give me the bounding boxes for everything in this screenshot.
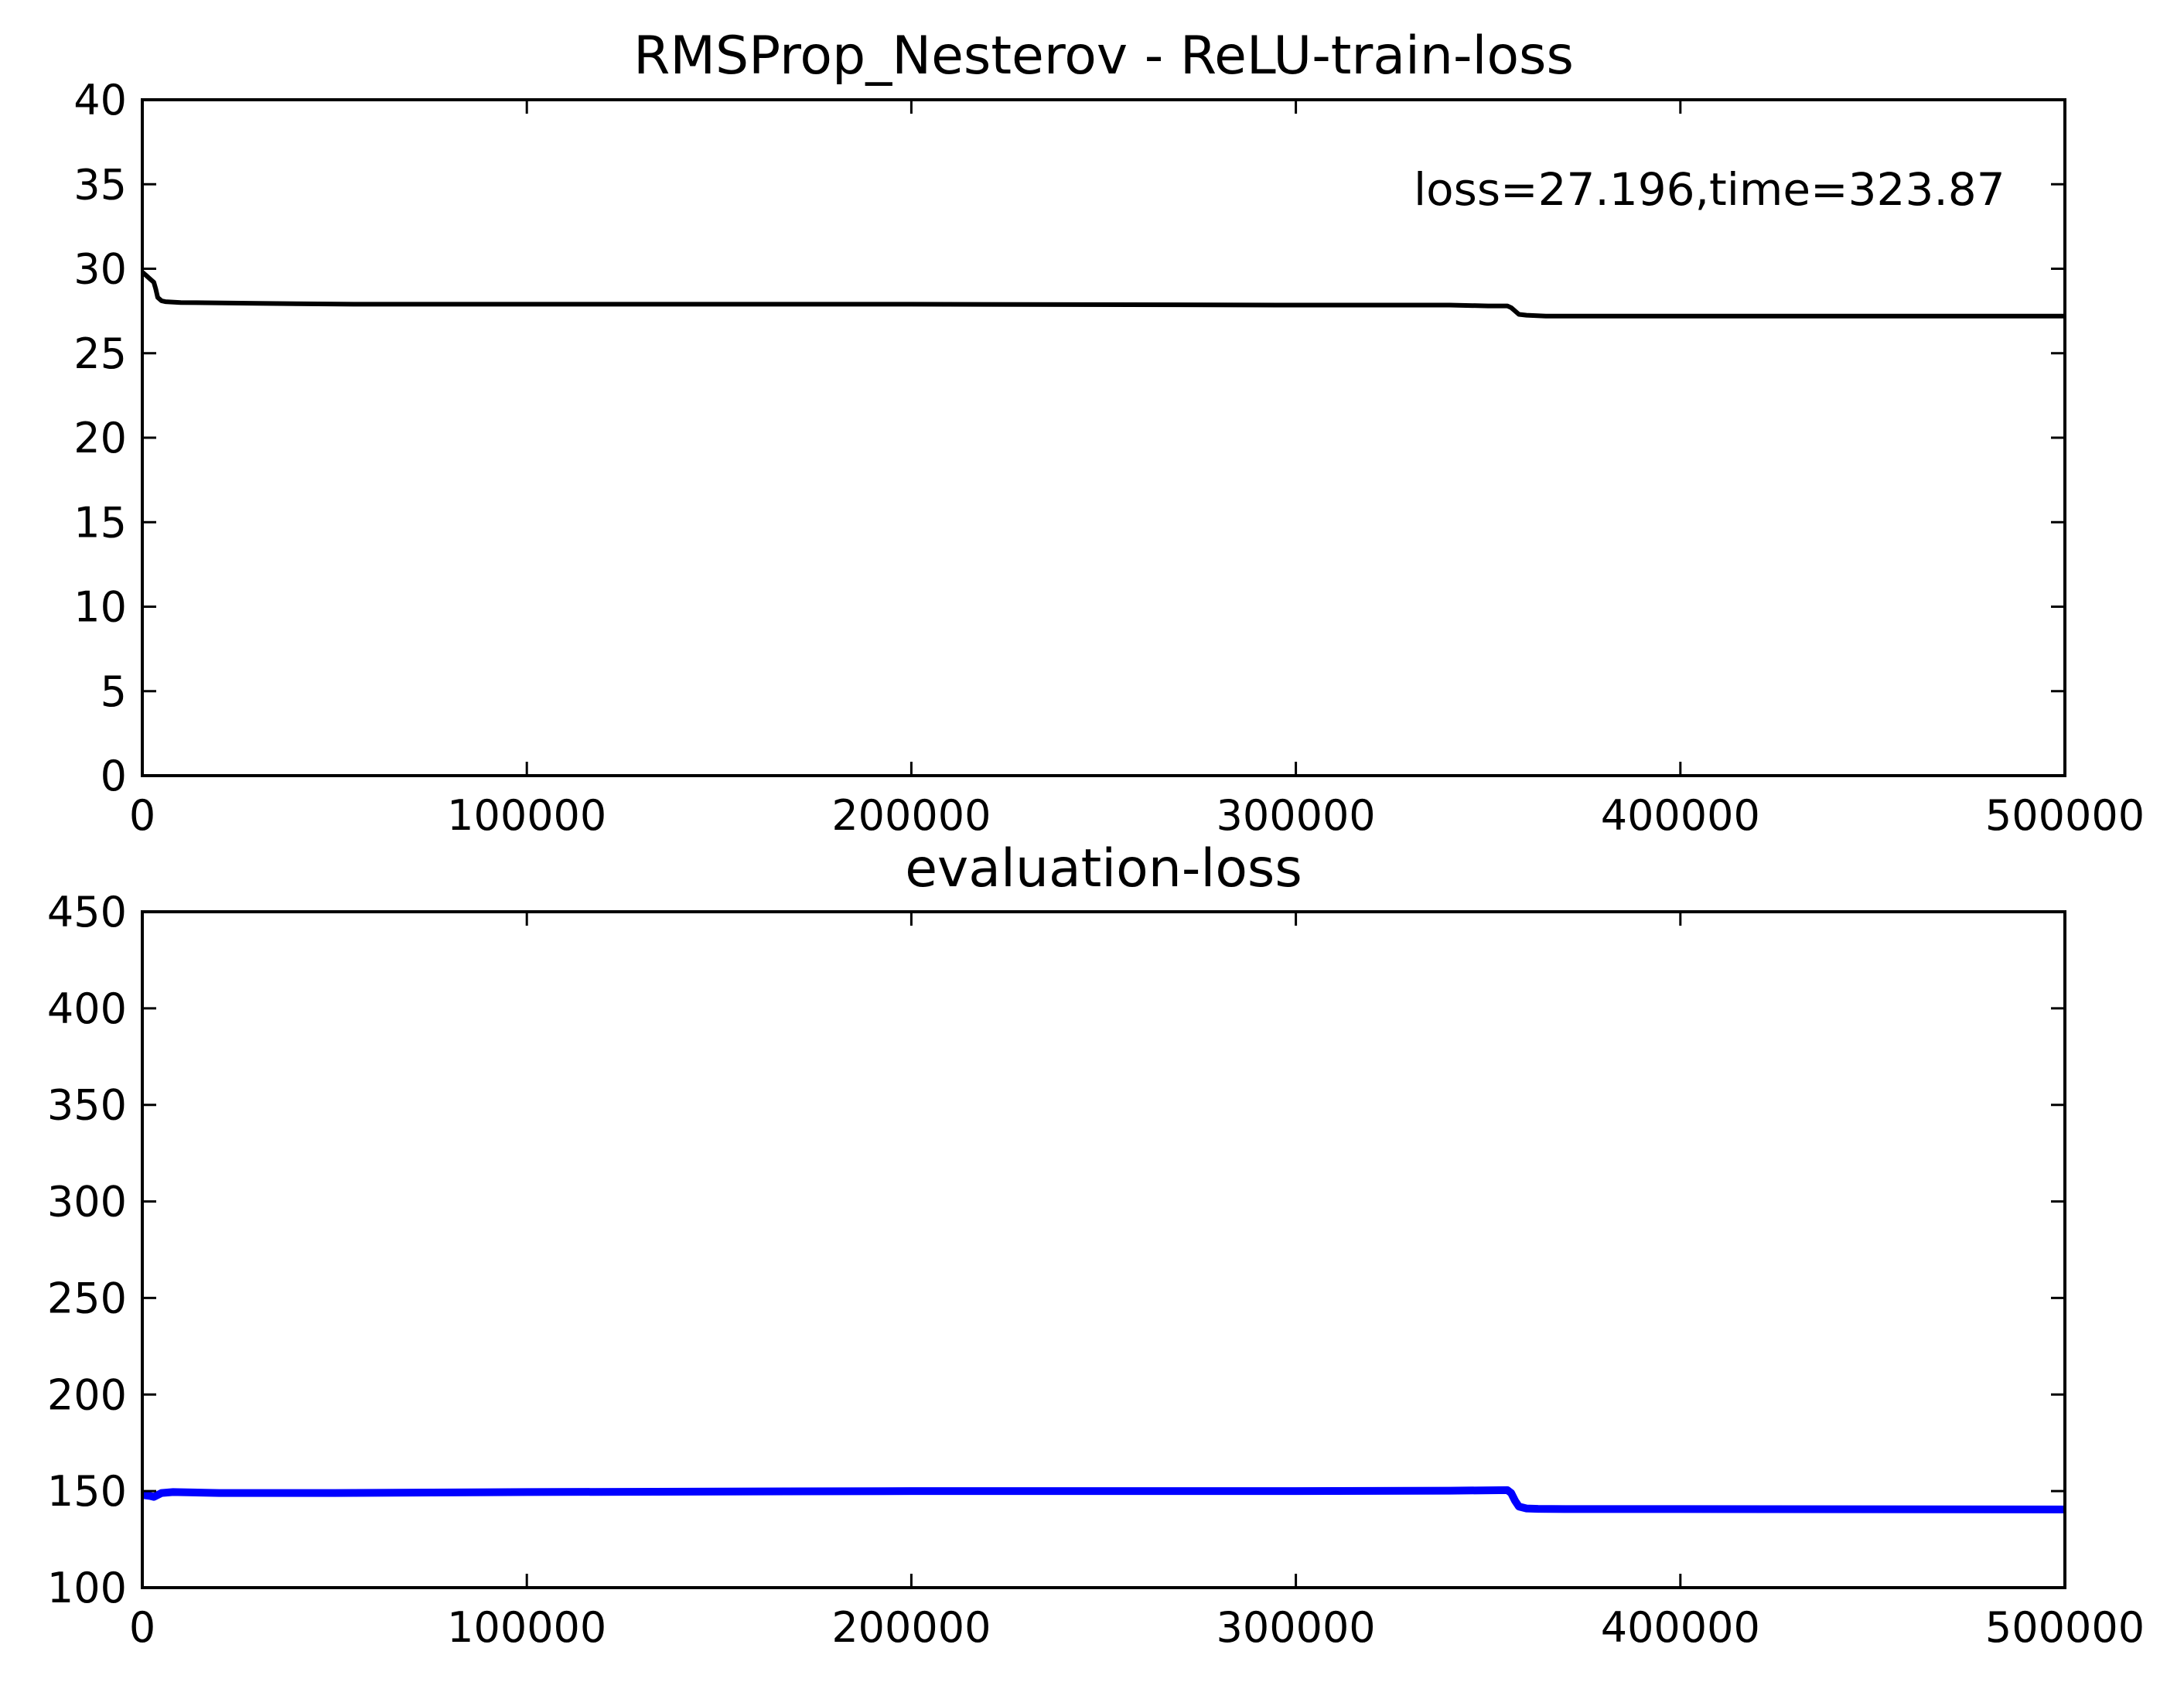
- y-tick-label: 5: [101, 667, 127, 716]
- y-tick-label: 250: [47, 1274, 127, 1322]
- x-tick-label: 0: [129, 1603, 155, 1652]
- train-loss-panel: RMSProp_Nesterov - ReLU-train-loss 0 1000…: [73, 26, 2145, 840]
- x-tick-label: 300000: [1217, 791, 1376, 840]
- y-tick-label: 10: [73, 583, 127, 632]
- y-tick-label: 20: [73, 414, 127, 462]
- x-tick-label: 0: [129, 791, 155, 840]
- x-tick-label: 400000: [1601, 791, 1760, 840]
- evaluation-loss-panel: evaluation-loss 0 100000 200000 300000 40000…: [47, 838, 2145, 1652]
- train-loss-title: RMSProp_Nesterov - ReLU-train-loss: [633, 26, 1574, 87]
- x-tick-label: 100000: [447, 791, 606, 840]
- y-tick-label: 35: [73, 160, 127, 209]
- train-loss-series: [141, 270, 2066, 319]
- y-tick-label: 400: [47, 984, 127, 1033]
- y-tick-label: 100: [47, 1564, 127, 1612]
- x-tick-label: 500000: [1985, 791, 2145, 840]
- x-tick-label: 200000: [831, 791, 991, 840]
- evaluation-loss-title: evaluation-loss: [905, 838, 1302, 899]
- x-tick-label: 300000: [1217, 1603, 1376, 1652]
- y-tick-label: 350: [47, 1081, 127, 1130]
- y-tick-label: 150: [47, 1467, 127, 1516]
- evaluation-loss-ticks: 0 100000 200000 300000 400000 500000 100 150 200…: [47, 888, 2145, 1652]
- y-tick-label: 200: [47, 1370, 127, 1419]
- train-loss-ticks: 0 100000 200000 300000 400000 500000 0 5 10 15 20 2…: [73, 76, 2145, 840]
- y-tick-label: 450: [47, 888, 127, 937]
- y-tick-label: 25: [73, 329, 127, 378]
- y-tick-label: 0: [101, 752, 127, 800]
- series-line-0-0: [141, 270, 2066, 319]
- x-tick-label: 500000: [1985, 1603, 2145, 1652]
- evaluation-loss-series: [142, 1486, 2066, 1513]
- y-tick-label: 40: [73, 76, 127, 125]
- series-line-1-0: [142, 1486, 2066, 1513]
- y-tick-label: 15: [73, 498, 127, 547]
- x-tick-label: 100000: [447, 1603, 606, 1652]
- evaluation-loss-axes-frame: [141, 910, 2066, 1589]
- y-tick-label: 300: [47, 1178, 127, 1227]
- x-tick-label: 400000: [1601, 1603, 1760, 1652]
- train-loss-annotation: loss=27.196,time=323.87: [1414, 163, 2005, 216]
- x-tick-label: 200000: [831, 1603, 991, 1652]
- y-tick-label: 30: [73, 245, 127, 294]
